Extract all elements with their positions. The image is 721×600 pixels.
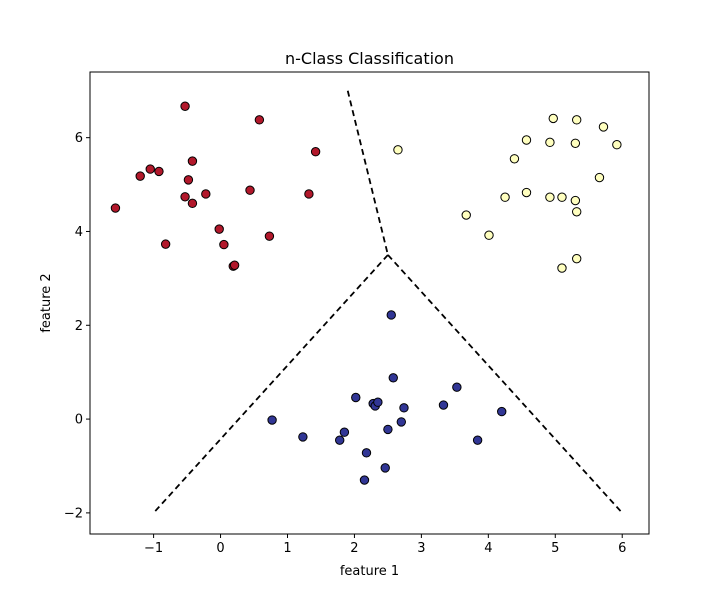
scatter-point — [380, 463, 390, 473]
scatter-point — [388, 373, 398, 383]
chart-title: n-Class Classification — [285, 49, 454, 68]
scatter-point — [393, 145, 403, 155]
scatter-point — [545, 137, 555, 148]
x-tick-label: −1 — [144, 541, 163, 556]
scatter-point — [461, 210, 471, 220]
scatter-point — [452, 382, 462, 392]
scatter-point — [264, 231, 275, 241]
y-tick-label: 0 — [75, 413, 83, 428]
scatter-point — [571, 115, 582, 125]
scatter-point — [351, 392, 361, 403]
scatter-point — [219, 239, 229, 250]
scatter-point — [229, 260, 240, 270]
y-tick-label: 4 — [75, 225, 83, 240]
scatter-point — [383, 424, 393, 435]
scatter-point — [484, 230, 494, 240]
scatter-point — [214, 224, 224, 234]
scatter-point — [373, 397, 383, 407]
scatter-point — [361, 448, 372, 458]
scatter-point — [201, 189, 211, 199]
y-tick-label: −2 — [64, 506, 83, 521]
x-tick-label: 0 — [216, 541, 224, 556]
axes-frame — [89, 71, 650, 535]
scatter-point — [339, 427, 350, 437]
scatter-point — [598, 122, 609, 132]
x-axis-label: feature 1 — [340, 564, 399, 579]
scatter-point — [570, 138, 581, 148]
scatter-point — [135, 171, 145, 181]
scatter-point — [545, 192, 555, 202]
scatter-point — [267, 415, 277, 425]
scatter-point — [497, 406, 507, 417]
scatter-point — [254, 115, 265, 125]
scatter-point — [612, 140, 622, 150]
scatter-point — [335, 435, 345, 445]
scatter-point — [472, 435, 483, 445]
y-axis-ticks: −2 0 2 4 6 — [64, 131, 90, 521]
scatter-point — [386, 310, 396, 320]
scatter-point — [570, 195, 581, 206]
decision-boundary-line — [387, 254, 623, 514]
scatter-point — [399, 403, 409, 413]
y-axis-label: feature 2 — [39, 273, 54, 332]
scatter-point — [594, 172, 605, 183]
scatter-point — [145, 164, 155, 174]
x-tick-label: 6 — [618, 541, 626, 556]
scatter-point — [110, 203, 121, 213]
scatter-point — [396, 417, 406, 427]
scatter-point — [521, 135, 532, 145]
scatter-point — [521, 187, 532, 198]
scatter-point — [160, 239, 171, 249]
scatter-point — [304, 189, 314, 199]
scatter-point — [438, 400, 449, 410]
x-tick-label: 4 — [484, 541, 492, 556]
scatter-point — [180, 192, 190, 202]
x-tick-label: 3 — [417, 541, 425, 556]
decision-boundary-line — [346, 90, 389, 256]
y-tick-label: 6 — [75, 131, 83, 146]
scatter-point — [509, 154, 520, 164]
y-tick-label: 2 — [75, 319, 83, 334]
scatter-point — [548, 113, 558, 124]
scatter-point — [571, 207, 582, 217]
scatter-point — [359, 475, 370, 485]
scatter-point — [557, 192, 567, 202]
decision-boundary-line — [152, 254, 389, 514]
scatter-point — [245, 185, 255, 195]
x-tick-label: 1 — [283, 541, 291, 556]
scatter-point — [310, 147, 321, 157]
plot-area — [110, 90, 623, 514]
scatter-point — [557, 263, 567, 273]
scatter-point — [500, 192, 510, 202]
scatter-point — [187, 198, 198, 209]
x-tick-label: 2 — [350, 541, 358, 556]
scatter-point — [183, 175, 194, 185]
scatter-point — [187, 156, 198, 166]
x-tick-label: 5 — [551, 541, 559, 556]
scatter-point — [180, 101, 190, 111]
x-axis-ticks: −1 0 1 2 3 4 5 6 — [144, 534, 626, 556]
scatter-point — [298, 432, 308, 442]
scatter-point — [571, 253, 582, 264]
scatter-point — [154, 166, 164, 177]
